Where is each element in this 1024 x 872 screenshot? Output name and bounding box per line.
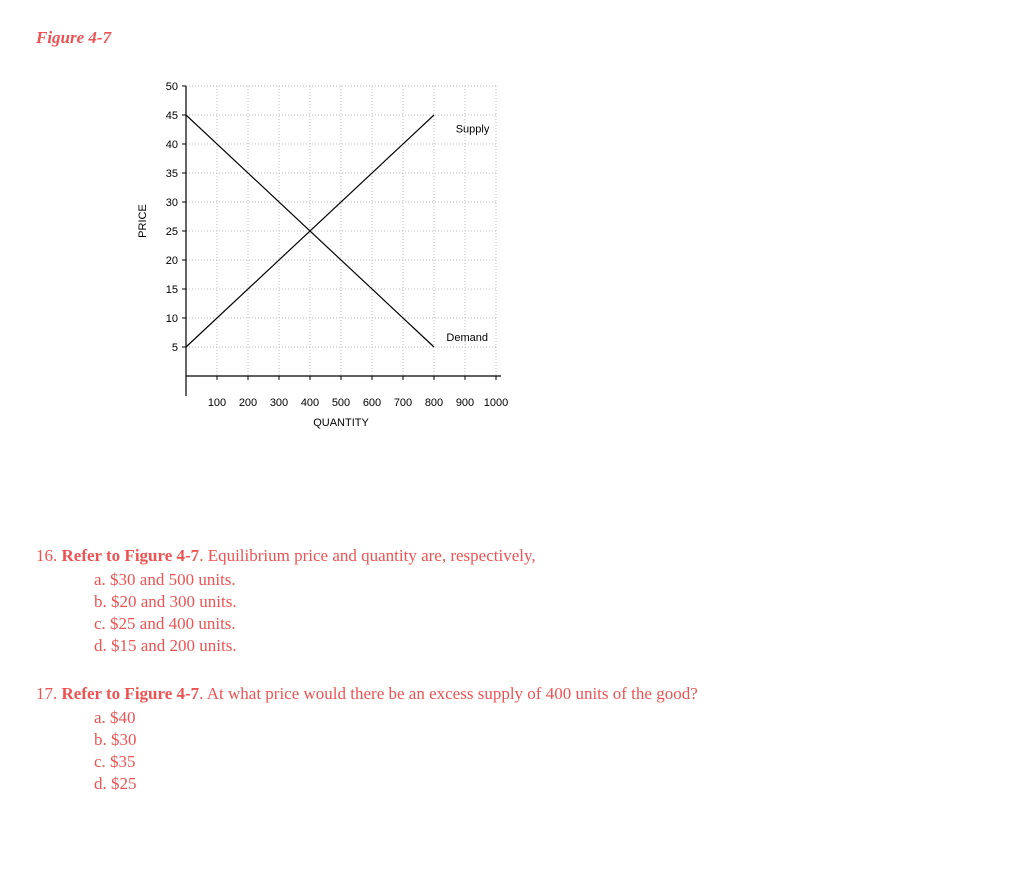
svg-text:500: 500 xyxy=(332,397,350,409)
figure-title: Figure 4-7 xyxy=(36,28,988,48)
option-letter: a. xyxy=(94,708,106,727)
options-list: a. $40b. $30c. $35d. $25 xyxy=(36,708,988,794)
svg-text:20: 20 xyxy=(166,255,178,267)
option-text: $30 and 500 units. xyxy=(110,570,236,589)
option: a. $40 xyxy=(94,708,988,728)
option-letter: d. xyxy=(94,636,107,655)
svg-text:5: 5 xyxy=(172,342,178,354)
question-lead: Refer to Figure 4-7 xyxy=(62,684,200,703)
option: b. $30 xyxy=(94,730,988,750)
svg-text:Demand: Demand xyxy=(446,332,488,344)
option: d. $25 xyxy=(94,774,988,794)
y-axis-label: PRICE xyxy=(137,204,149,238)
option-letter: b. xyxy=(94,730,107,749)
question-stem-text: . Equilibrium price and quantity are, re… xyxy=(199,546,535,565)
x-axis-label: QUANTITY xyxy=(313,417,369,429)
option-letter: c. xyxy=(94,614,106,633)
question: 16. Refer to Figure 4-7. Equilibrium pri… xyxy=(36,546,988,656)
option-text: $25 and 400 units. xyxy=(110,614,236,633)
svg-text:10: 10 xyxy=(166,313,178,325)
question-stem-text: . At what price would there be an excess… xyxy=(199,684,698,703)
svg-text:50: 50 xyxy=(166,81,178,93)
question-number: 16. xyxy=(36,546,57,565)
question-lead: Refer to Figure 4-7 xyxy=(62,546,200,565)
svg-text:35: 35 xyxy=(166,168,178,180)
supply-demand-chart: 5 10 15 20 25 30 35 40 45 50 100 200 300 400 500 600 700… xyxy=(126,76,988,456)
svg-text:40: 40 xyxy=(166,139,178,151)
svg-text:900: 900 xyxy=(456,397,474,409)
option-letter: d. xyxy=(94,774,107,793)
option: a. $30 and 500 units. xyxy=(94,570,988,590)
svg-text:300: 300 xyxy=(270,397,288,409)
option-text: $30 xyxy=(111,730,137,749)
svg-text:800: 800 xyxy=(425,397,443,409)
option-text: $25 xyxy=(111,774,137,793)
svg-text:1000: 1000 xyxy=(484,397,508,409)
question-stem: 17. Refer to Figure 4-7. At what price w… xyxy=(36,684,988,704)
question-number: 17. xyxy=(36,684,57,703)
option: c. $25 and 400 units. xyxy=(94,614,988,634)
option-letter: b. xyxy=(94,592,107,611)
option: d. $15 and 200 units. xyxy=(94,636,988,656)
svg-text:400: 400 xyxy=(301,397,319,409)
svg-text:200: 200 xyxy=(239,397,257,409)
option-text: $35 xyxy=(110,752,136,771)
option: c. $35 xyxy=(94,752,988,772)
question: 17. Refer to Figure 4-7. At what price w… xyxy=(36,684,988,794)
question-stem: 16. Refer to Figure 4-7. Equilibrium pri… xyxy=(36,546,988,566)
svg-text:25: 25 xyxy=(166,226,178,238)
svg-text:700: 700 xyxy=(394,397,412,409)
options-list: a. $30 and 500 units.b. $20 and 300 unit… xyxy=(36,570,988,656)
option-letter: a. xyxy=(94,570,106,589)
option-text: $40 xyxy=(110,708,136,727)
svg-text:600: 600 xyxy=(363,397,381,409)
svg-text:100: 100 xyxy=(208,397,226,409)
svg-text:45: 45 xyxy=(166,110,178,122)
option-letter: c. xyxy=(94,752,106,771)
svg-text:30: 30 xyxy=(166,197,178,209)
option: b. $20 and 300 units. xyxy=(94,592,988,612)
svg-text:Supply: Supply xyxy=(456,123,490,135)
option-text: $20 and 300 units. xyxy=(111,592,237,611)
svg-text:15: 15 xyxy=(166,284,178,296)
option-text: $15 and 200 units. xyxy=(111,636,237,655)
